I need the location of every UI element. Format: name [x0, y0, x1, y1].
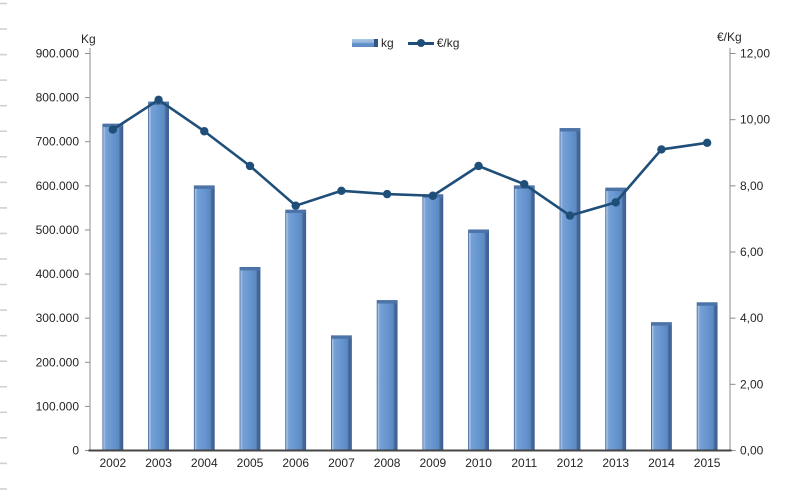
legend-label-eur-kg: €/kg	[436, 36, 460, 50]
eur-per-kg-line	[111, 98, 709, 217]
legend-entry-eur-kg: €/kg	[407, 36, 460, 50]
bar-2005	[239, 267, 261, 451]
year-label-2012: 2012	[557, 456, 584, 470]
bar-2003	[148, 101, 169, 451]
year-label-2015: 2015	[694, 456, 721, 470]
left-axis-tick-label: 900.000	[36, 47, 80, 61]
right-axis-tick-label: 12,00	[740, 47, 770, 61]
line-point-2002	[108, 125, 118, 134]
left-axis-tick-label: 800.000	[36, 91, 80, 105]
bar-cap-2004	[194, 185, 215, 189]
left-axis-title: Kg	[81, 32, 96, 46]
chart-legend: kg €/kg	[352, 36, 459, 50]
right-axis-tick-label: 10,00	[740, 113, 770, 127]
bar-2002	[102, 123, 124, 451]
bar-cap-2005	[240, 267, 260, 271]
line-point-2004	[200, 127, 209, 136]
right-axis-tick-label: 0,00	[740, 444, 764, 458]
year-label-2013: 2013	[602, 456, 629, 470]
left-axis-tick-label: 400.000	[36, 267, 80, 281]
year-label-2004: 2004	[191, 456, 218, 470]
bar-2010	[468, 229, 489, 451]
line-point-2006	[291, 201, 300, 210]
line-point-2010	[474, 161, 483, 171]
bar-cap-2006	[285, 210, 306, 214]
bar-cap-2015	[697, 302, 718, 306]
line-point-2014	[657, 145, 666, 154]
bar-2015	[696, 302, 718, 451]
bar-2012	[559, 128, 581, 451]
bar-cap-2013	[605, 188, 626, 192]
right-axis-tick-label: 6,00	[740, 245, 764, 259]
right-axis-tick-label: 2,00	[740, 377, 764, 391]
year-label-2006: 2006	[282, 456, 309, 470]
year-label-2007: 2007	[328, 456, 355, 470]
bar-cap-2007	[331, 335, 352, 339]
line-point-2007	[337, 186, 346, 195]
line-point-2008	[382, 189, 392, 199]
bar-2006	[285, 209, 307, 451]
bar-cap-2010	[468, 229, 489, 233]
bar-series-swatch-icon	[352, 39, 378, 47]
legend-label-kg: kg	[381, 36, 394, 50]
line-point-2003	[154, 95, 163, 105]
bar-2014	[651, 322, 672, 451]
bar-2009	[422, 194, 444, 451]
line-point-2005	[245, 161, 255, 171]
year-label-2014: 2014	[648, 456, 675, 470]
bar-2011	[513, 185, 535, 451]
right-axis-tick-label: 4,00	[740, 311, 764, 325]
line-point-2011	[520, 179, 529, 189]
year-label-2002: 2002	[100, 456, 127, 470]
line-series-swatch-icon	[407, 39, 434, 47]
left-axis-tick-label: 500.000	[36, 223, 80, 237]
line-point-2015	[702, 138, 712, 148]
left-axis-tick-label: 100.000	[36, 399, 80, 413]
line-point-2012	[565, 211, 575, 220]
year-label-2009: 2009	[420, 456, 447, 470]
left-axis-tick-label: 600.000	[36, 179, 80, 193]
bar-2004	[193, 185, 215, 451]
year-label-2003: 2003	[145, 456, 172, 470]
year-label-2010: 2010	[465, 456, 492, 470]
year-label-2005: 2005	[237, 456, 264, 470]
bar-cap-2008	[377, 300, 398, 304]
left-axis-tick-label: 700.000	[36, 135, 80, 149]
line-point-2009	[428, 191, 438, 200]
bar-cap-2014	[651, 322, 672, 326]
right-axis-tick-label: 8,00	[740, 179, 764, 193]
bar-cap-2012	[560, 128, 580, 132]
right-axis-title: €/Kg	[717, 30, 742, 44]
bar-2007	[331, 335, 352, 451]
line-point-2013	[611, 198, 620, 207]
bar-2008	[376, 300, 398, 451]
left-axis-tick-label: 0	[72, 444, 79, 458]
legend-entry-kg: kg	[352, 36, 394, 50]
left-axis-tick-label: 300.000	[36, 311, 80, 325]
left-axis-tick-label: 200.000	[36, 355, 80, 369]
year-label-2008: 2008	[374, 456, 401, 470]
year-label-2011: 2011	[511, 456, 537, 470]
bar-2013	[605, 187, 627, 451]
